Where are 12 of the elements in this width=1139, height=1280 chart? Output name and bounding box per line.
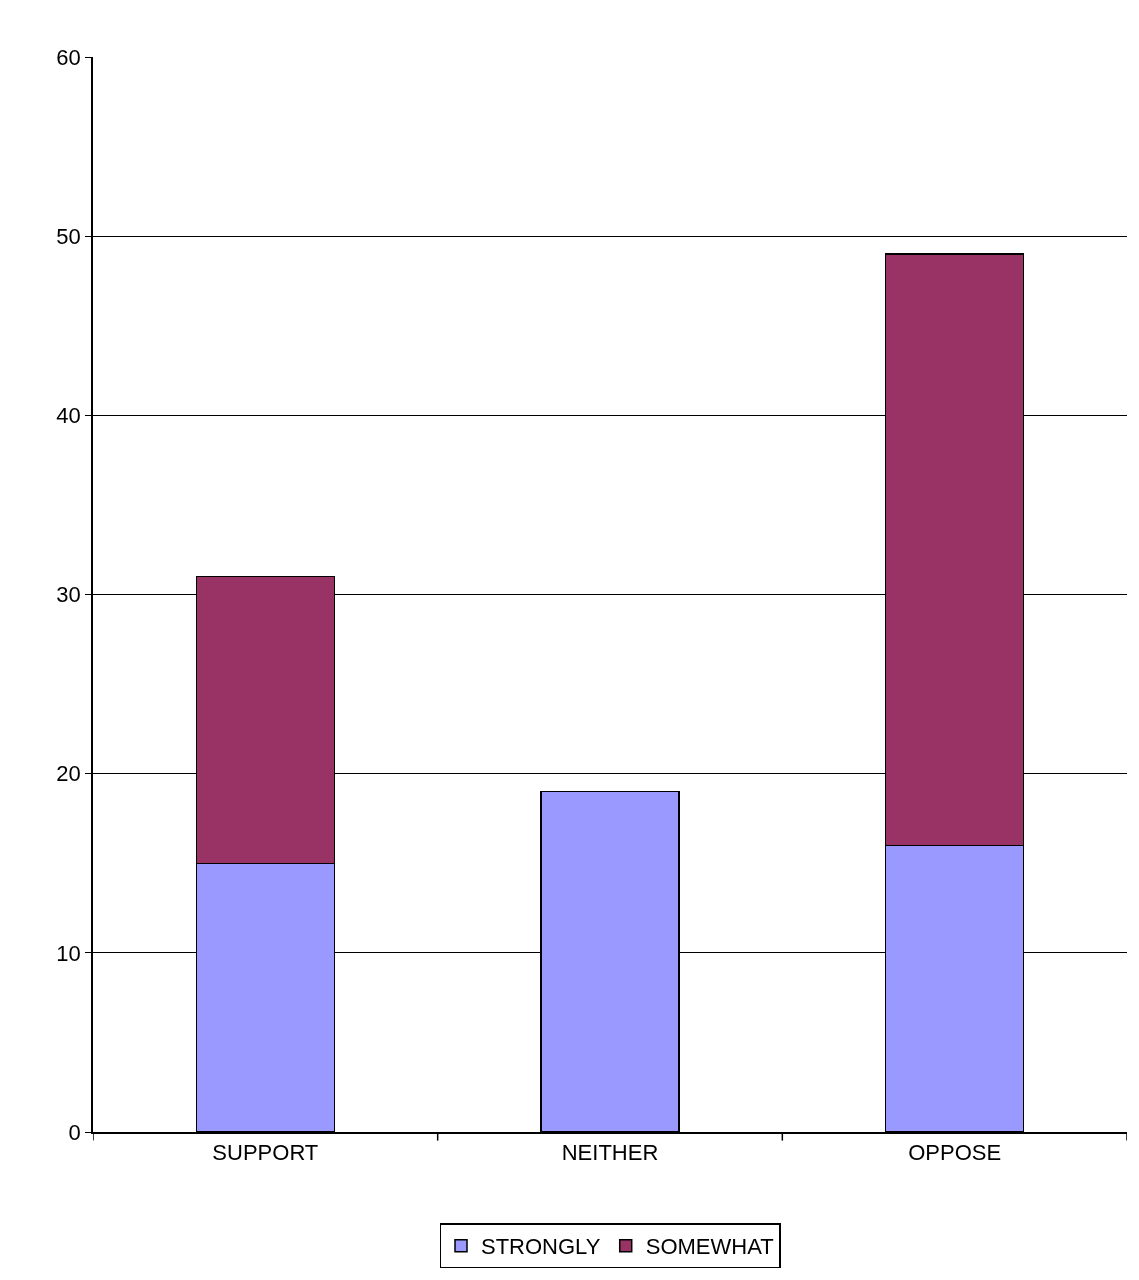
legend-label: STRONGLY xyxy=(481,1234,601,1260)
y-tick-label: 50 xyxy=(56,223,81,249)
y-tick-label: 30 xyxy=(56,582,81,608)
x-tick-label: SUPPORT xyxy=(212,1140,319,1166)
legend-label: SOMEWHAT xyxy=(645,1234,774,1260)
y-tick-label: 0 xyxy=(68,1119,81,1145)
y-tick-label: 10 xyxy=(56,940,81,966)
x-tick-label: NEITHER xyxy=(561,1140,659,1166)
y-tick-label: 60 xyxy=(56,44,81,70)
y-tick-label: 40 xyxy=(56,403,81,429)
x-tick-label: OPPOSE xyxy=(908,1140,1002,1166)
y-tick-label: 20 xyxy=(56,761,81,787)
